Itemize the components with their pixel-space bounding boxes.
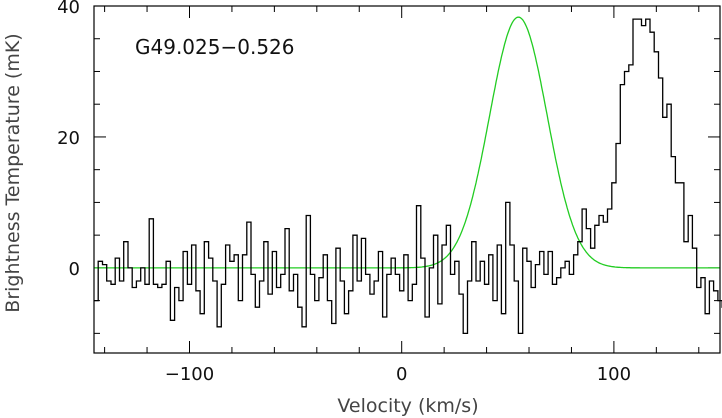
- y-tick-label: 0: [69, 259, 80, 280]
- x-tick-label: −100: [165, 364, 214, 385]
- x-tick-label: 0: [396, 364, 407, 385]
- source-name-label: G49.025−0.526: [135, 35, 295, 59]
- gaussian-fit-line: [94, 16, 720, 269]
- x-tick-label: 100: [597, 364, 631, 385]
- spectrum-histogram-line: [94, 18, 722, 335]
- y-tick-label: 20: [57, 128, 80, 149]
- y-axis-label: Brightness Temperature (mK): [2, 33, 24, 312]
- x-axis-label: Velocity (km/s): [337, 395, 478, 417]
- x-tick-labels: −100 0 100: [165, 364, 631, 385]
- y-tick-labels: 0 20 40: [57, 0, 80, 280]
- y-tick-label: 40: [57, 0, 80, 18]
- plot-frame: [93, 5, 721, 354]
